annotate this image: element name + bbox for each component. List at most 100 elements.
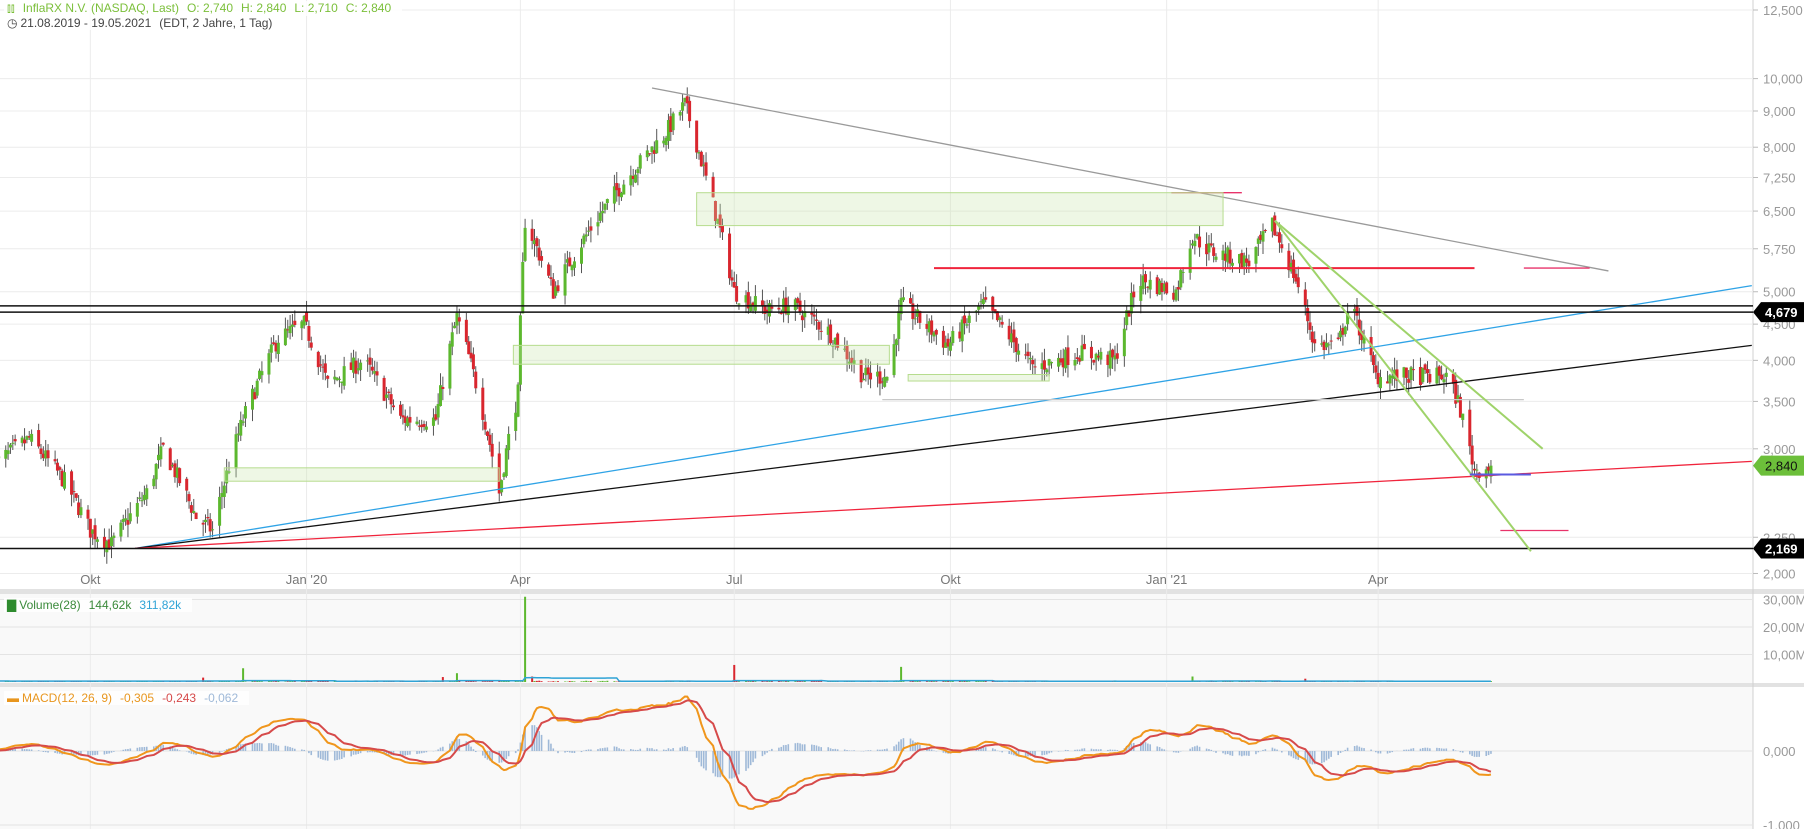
candle-body <box>1418 366 1422 386</box>
macd-histogram-bar <box>1426 747 1429 751</box>
macd-histogram-bar <box>143 746 146 751</box>
macd-histogram-bar <box>54 751 56 753</box>
macd-histogram-bar <box>1177 751 1180 753</box>
candle-body <box>518 315 522 385</box>
price-label-text: 2,840 <box>1765 459 1798 474</box>
candle-body <box>1230 262 1234 266</box>
macd-histogram-bar <box>113 751 115 752</box>
macd-histogram-bar <box>771 748 773 751</box>
macd-histogram-bar <box>308 751 310 754</box>
candle-body <box>894 339 898 346</box>
candle-body <box>25 436 29 440</box>
candle-body <box>697 152 701 154</box>
macd-histogram-bar <box>157 745 160 751</box>
macd-histogram-bar <box>902 738 905 751</box>
macd-histogram-bar <box>491 751 493 762</box>
macd-legend[interactable]: ▬ MACD(12, 26, 9) -0,305 -0,243 -0,062 <box>4 691 250 705</box>
candle-body <box>1362 335 1366 344</box>
candle-body <box>1451 373 1455 384</box>
candle-body <box>1139 285 1143 301</box>
volume-bar <box>486 681 489 682</box>
candle-body <box>1437 366 1441 376</box>
macd-histogram-bar <box>1339 751 1342 753</box>
date-range[interactable]: 21.08.2019 - 19.05.2021 <box>20 16 152 30</box>
macd-histogram-bar <box>705 751 707 771</box>
macd-histogram-bar <box>1078 749 1081 751</box>
candle-body <box>1214 256 1218 260</box>
macd-histogram-bar <box>686 747 689 751</box>
candle-body <box>1254 247 1258 264</box>
candle-body <box>70 471 74 495</box>
candle-body <box>927 321 931 333</box>
macd-histogram-bar <box>256 743 258 751</box>
chart-header-ohlc: ⫾⫾ InflaRX N.V. (NASDAQ, Last) O: 2,740 H: … <box>4 1 403 16</box>
candle-body <box>1310 331 1314 343</box>
candle-body <box>582 235 586 245</box>
macd-histogram-bar <box>879 749 881 751</box>
candle-body <box>1324 342 1328 348</box>
macd-histogram-bar <box>91 751 94 756</box>
macd-histogram-bar <box>1405 749 1408 751</box>
volume-bar <box>965 680 968 682</box>
candle-body <box>664 137 668 146</box>
candle-body <box>93 525 97 540</box>
macd-histogram-bar <box>204 751 207 755</box>
volume-legend[interactable]: ▇ Volume(28) 144,62k 311,82k <box>4 598 193 612</box>
macd-histogram-bar <box>1304 751 1307 762</box>
candle-body <box>1106 354 1110 365</box>
macd-histogram-bar <box>670 749 672 751</box>
macd-histogram-bar <box>1412 748 1415 751</box>
volume-bar <box>270 681 273 682</box>
macd-histogram-bar <box>897 741 900 751</box>
candle-body <box>826 326 830 335</box>
candle-body <box>1207 243 1211 253</box>
volume-bar <box>209 681 212 682</box>
macd-histogram-bar <box>254 743 256 751</box>
volume-bar <box>977 680 980 682</box>
macd-histogram-bar <box>944 751 947 754</box>
macd-histogram-bar <box>1191 747 1194 751</box>
clock-icon[interactable]: ◷ <box>7 16 18 30</box>
candle-body <box>516 384 520 417</box>
macd-histogram-bar <box>225 749 228 751</box>
macd-histogram-bar <box>982 747 985 751</box>
candle-body <box>1014 338 1018 352</box>
candle-body <box>239 419 243 436</box>
zone-box <box>696 192 1224 227</box>
volume-bar <box>991 681 994 682</box>
candle-body <box>862 378 865 381</box>
macd-histogram-bar <box>1379 751 1382 754</box>
candle-body <box>619 192 623 198</box>
candle-body <box>1144 274 1147 283</box>
candle-body <box>467 341 471 355</box>
candle-body <box>126 520 130 525</box>
y-tick-label: 2,000 <box>1763 566 1796 581</box>
macd-histogram-bar <box>536 727 538 751</box>
macd-histogram-bar <box>1320 751 1323 764</box>
macd-histogram-bar <box>251 742 254 751</box>
candle-body <box>1296 277 1300 288</box>
volume-bar <box>585 680 588 682</box>
candle-body <box>502 473 506 478</box>
macd-histogram-bar <box>1443 748 1445 751</box>
macd-histogram-bar <box>190 751 193 754</box>
macd-histogram-bar <box>277 745 280 751</box>
instrument-name[interactable]: InflaRX N.V. (NASDAQ, Last) <box>22 1 179 15</box>
macd-histogram-bar <box>1158 747 1161 751</box>
macd-histogram-bar <box>1057 751 1060 752</box>
open-value: O: 2,740 <box>186 1 233 15</box>
candle-body <box>1308 322 1312 330</box>
y-tick-label: 5,000 <box>1763 285 1796 300</box>
candle-body <box>455 313 459 326</box>
candle-body <box>399 404 403 416</box>
candle-body <box>547 264 551 276</box>
candle-body <box>434 414 438 420</box>
volume-bar <box>768 681 771 682</box>
macd-histogram-bar <box>623 749 625 751</box>
candle-body <box>1468 409 1472 447</box>
candle-body <box>1228 249 1232 264</box>
candle-body <box>1339 330 1343 338</box>
macd-signal-line <box>0 699 1492 804</box>
candle-body <box>340 381 344 383</box>
